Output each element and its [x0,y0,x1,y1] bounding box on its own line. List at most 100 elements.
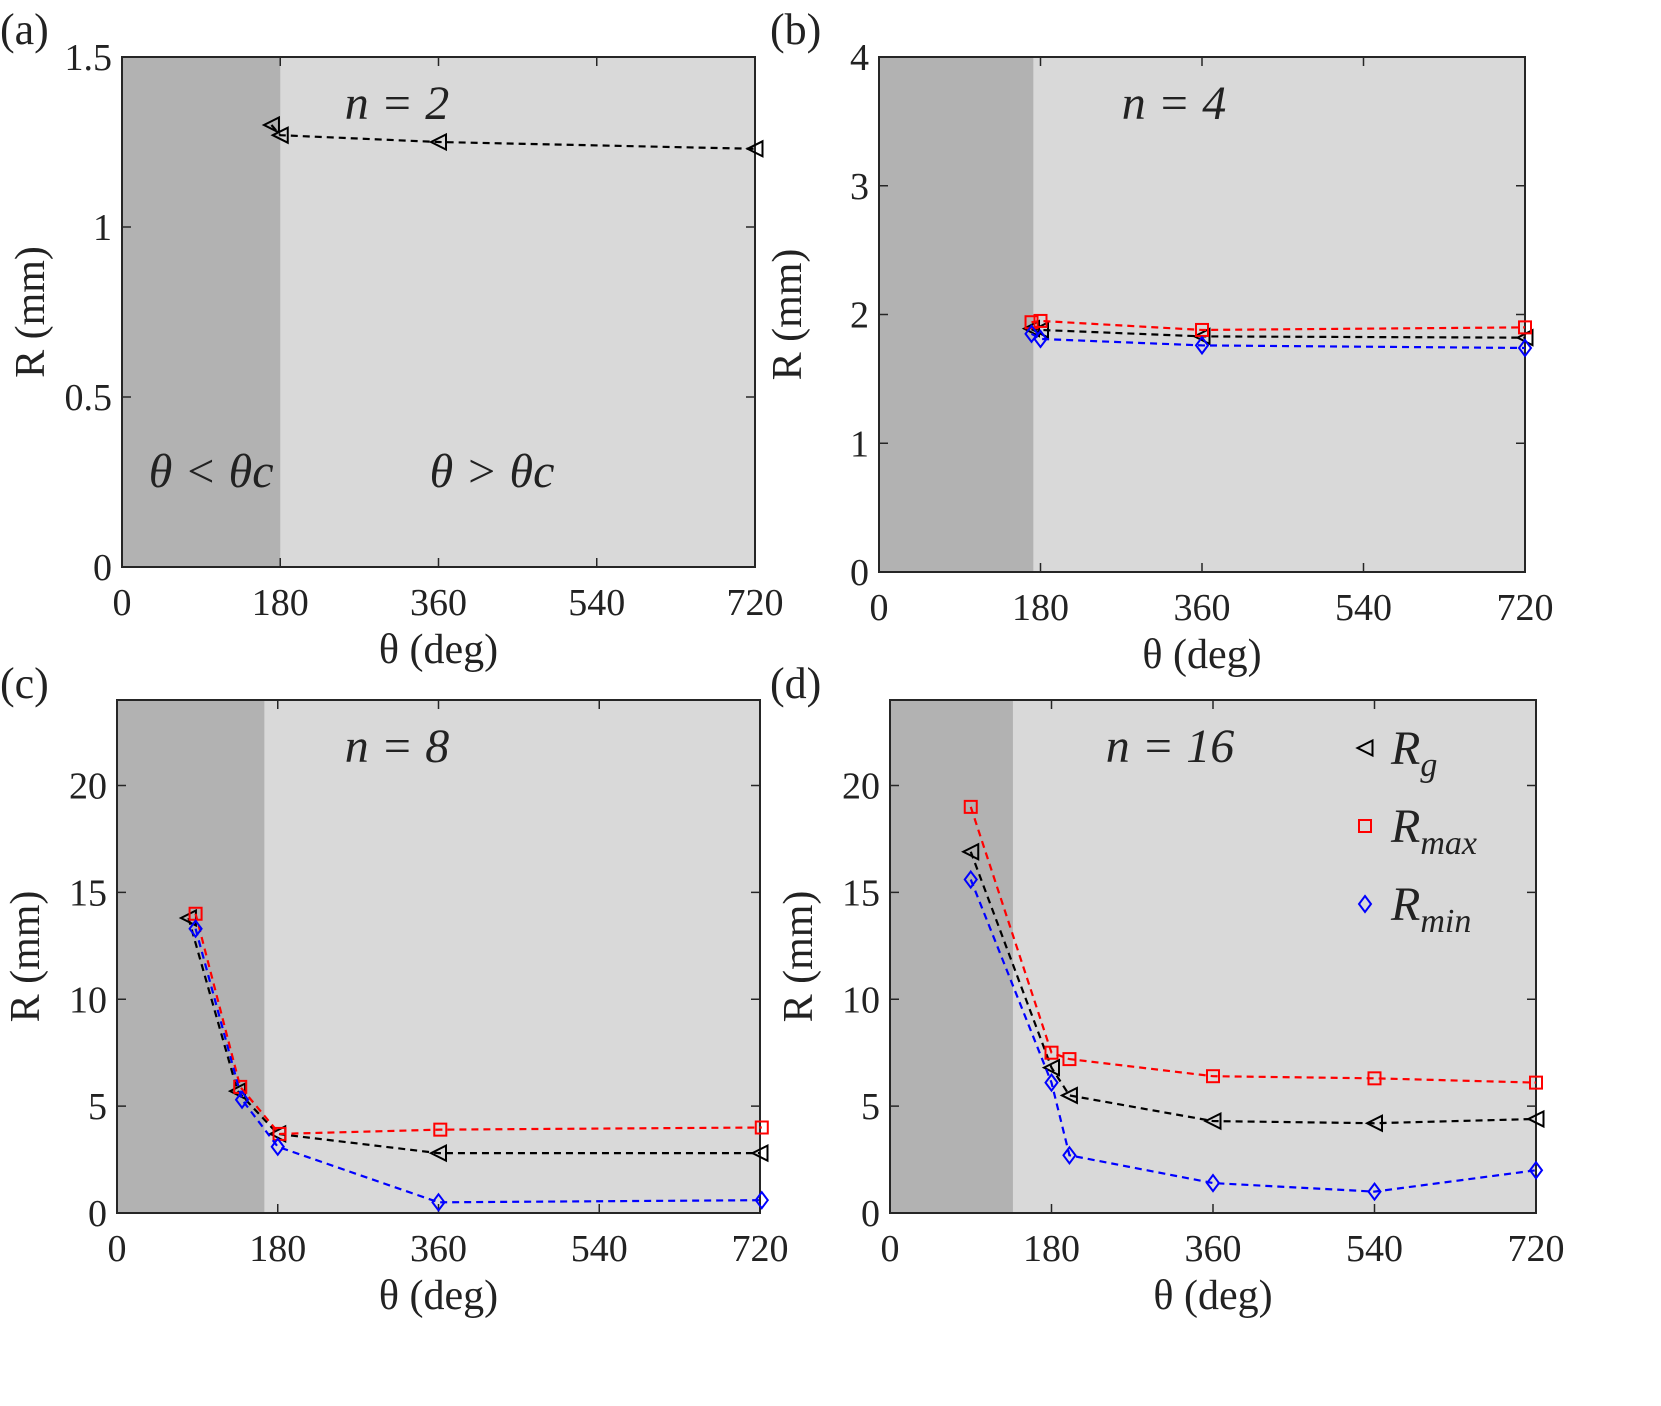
series-rmin [188,919,770,1212]
x-tick-label: 360 [1185,1228,1242,1270]
region-below-critical [879,57,1034,572]
y-tick-label: 1.5 [65,37,113,79]
data-point-rg [428,132,447,152]
n-annotation: n = 4 [1122,77,1226,130]
region-below-critical [890,700,1013,1213]
data-point-rg [1526,1109,1545,1129]
series-rmax [963,799,1543,1090]
data-point-rmin [234,1090,250,1110]
y-tick-label: 1 [93,207,112,249]
data-point-rmax [1518,320,1532,335]
x-tick-label: 180 [249,1228,306,1270]
panel-label: (b) [770,5,821,54]
data-point-rmin [1044,1072,1059,1093]
data-point-rg [961,842,980,861]
series-line-rmax [1031,319,1526,332]
x-axis-label: θ (deg) [1142,632,1261,678]
data-point-rmin [270,1137,285,1157]
x-tick-label: 0 [881,1228,900,1270]
data-point-rg [261,115,280,135]
panel-label: (a) [0,5,49,54]
x-tick-label: 720 [732,1228,789,1270]
x-tick-label: 540 [1335,587,1392,629]
data-point-rg [750,1144,769,1163]
legend-label-rg: Rg [1390,722,1437,784]
data-point-rmax [754,1120,769,1135]
data-point-rg [1192,327,1211,346]
legend-label-subscript: max [1420,825,1477,862]
data-point-rmin [1367,1181,1382,1202]
y-tick-label: 0 [850,552,869,594]
axes-frame [116,699,761,1214]
data-point-rmin [1517,338,1533,358]
legend-label-base: R [1390,878,1420,931]
series-line-rmax [969,806,1537,1084]
y-tick-label: 4 [850,37,869,79]
y-tick-label: 0 [93,547,112,589]
y-axis-label: R (mm) [8,246,54,378]
y-axis-label: R (mm) [765,249,811,381]
n-annotation: n = 8 [345,720,449,773]
series-line-rg [187,917,760,1155]
x-axis-label: θ (deg) [379,627,498,673]
y-tick-label: 15 [69,872,107,914]
x-tick-label: 360 [1174,587,1231,629]
x-axis-label: θ (deg) [1153,1273,1272,1319]
data-point-rmin [1024,324,1039,344]
legend-marker-rmax [1358,819,1372,833]
data-point-rg [1059,1086,1078,1105]
x-tick-label: 720 [1508,1228,1565,1270]
axes-frame [889,699,1537,1214]
y-axis-label: R (mm) [776,891,822,1023]
y-tick-label: 0.5 [65,377,113,419]
legend-label-rmax: Rmax [1390,800,1477,862]
x-axis-label: θ (deg) [379,1273,498,1319]
panel-a: 0 180 360 540 720 0 0.5 1 1.5 θ (deg) R (mm) n = 2 (… [0,5,784,673]
x-ticks: 0 180 360 540 720 [881,700,1565,1270]
y-axis-label: R (mm) [3,891,49,1023]
x-tick-label: 0 [108,1228,127,1270]
region-label-below: θ < θc [149,445,274,498]
x-tick-label: 0 [113,582,132,624]
data-point-rg [428,1144,447,1163]
n-annotation: n = 16 [1106,720,1234,773]
x-tick-label: 720 [1497,587,1554,629]
data-point-rmax [963,799,978,814]
legend: Rg Rmax Rmin [1355,722,1477,940]
y-tick-label: 0 [861,1193,880,1235]
x-tick-label: 180 [1012,587,1069,629]
data-point-rmin [1062,1145,1077,1165]
data-point-rg [270,126,289,145]
region-below-critical [117,700,265,1213]
data-point-rmin [1205,1173,1221,1193]
data-point-rg [1203,1111,1222,1131]
legend-label-rmin: Rmin [1390,878,1471,940]
y-tick-label: 3 [850,166,869,208]
x-ticks: 0 180 360 540 720 [113,57,784,624]
series-line-rmin [969,879,1537,1193]
y-tick-label: 2 [850,295,869,337]
y-ticks: 0 5 10 15 20 [69,766,760,1235]
series-rg [961,842,1545,1133]
x-ticks: 0 180 360 540 720 [870,57,1554,629]
panel-c: 0 180 360 540 720 0 5 10 15 20 θ (deg) R (mm) n = 8 (… [0,659,789,1319]
x-tick-label: 540 [1346,1228,1403,1270]
series-line-rg [969,851,1537,1125]
x-tick-label: 540 [571,1228,628,1270]
legend-entry-rg: Rg [1355,722,1437,784]
panel-b: 0 180 360 540 720 0 1 2 3 4 θ (deg) R (mm) n = 4 (b) [765,5,1554,678]
legend-entry-rmax: Rmax [1358,800,1477,862]
data-point-rg [1364,1114,1383,1133]
x-tick-label: 360 [410,582,467,624]
data-point-rmin [188,919,203,939]
data-point-rmax [1044,1045,1059,1060]
legend-label-subscript: min [1420,903,1471,940]
panel-label: (c) [0,659,49,708]
y-tick-label: 5 [88,1086,107,1128]
data-point-rmin [963,869,978,890]
data-point-rmin [1033,329,1048,349]
y-ticks: 0 0.5 1 1.5 [65,37,755,589]
data-point-rmin [1528,1160,1544,1180]
data-point-rmax [1033,313,1048,328]
